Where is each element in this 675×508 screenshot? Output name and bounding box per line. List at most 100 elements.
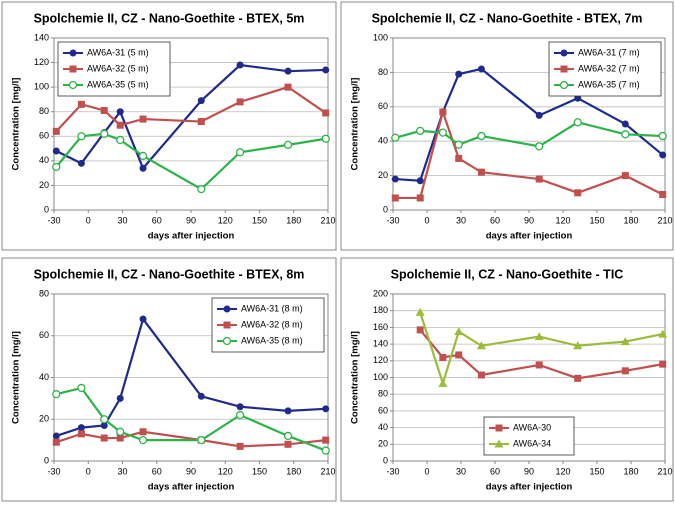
legend-label: AW6A-32 (8 m) <box>241 319 303 329</box>
marker <box>322 405 330 413</box>
marker <box>455 351 463 359</box>
marker <box>574 374 582 382</box>
marker <box>138 435 148 445</box>
marker <box>139 164 147 172</box>
x-axis-label: days after injection <box>148 482 235 493</box>
x-tick-label: 30 <box>456 215 466 225</box>
marker <box>236 403 244 411</box>
y-axis-label: Concentration [mg/l] <box>11 331 22 424</box>
marker <box>197 97 205 105</box>
x-tick-label: 120 <box>555 466 570 476</box>
y-tick-label: 0 <box>44 455 49 465</box>
x-tick-label: 60 <box>490 215 500 225</box>
marker <box>100 434 108 442</box>
marker <box>235 148 245 157</box>
y-tick-label: 40 <box>378 422 388 432</box>
marker <box>236 442 244 450</box>
marker <box>322 66 330 74</box>
legend-marker <box>222 336 232 346</box>
y-tick-label: 60 <box>378 405 388 415</box>
x-tick-label: 180 <box>286 466 301 476</box>
marker <box>321 446 330 455</box>
marker <box>574 94 582 102</box>
y-tick-label: 0 <box>44 204 49 214</box>
marker <box>197 118 205 126</box>
x-tick-label: 210 <box>657 215 672 225</box>
marker <box>535 111 543 119</box>
chart-title: Spolchemie II, CZ - Nano-Goethite - BTEX… <box>34 267 305 281</box>
y-tick-label: 60 <box>378 101 388 111</box>
x-tick-label: 210 <box>320 466 335 476</box>
marker <box>454 327 464 336</box>
legend-label: AW6A-32 (5 m) <box>87 63 149 73</box>
marker <box>391 133 400 142</box>
marker <box>236 61 244 69</box>
marker <box>77 100 85 108</box>
marker <box>139 115 147 123</box>
marker <box>236 98 244 106</box>
x-tick-label: 60 <box>152 215 162 225</box>
marker <box>391 194 399 202</box>
chart-title: Spolchemie II, CZ - Nano-Goethite - TIC <box>391 267 624 281</box>
y-tick-label: 20 <box>378 170 388 180</box>
chart-title: Spolchemie II, CZ - Nano-Goethite - BTEX… <box>34 11 305 25</box>
legend-label: AW6A-35 (5 m) <box>87 79 149 89</box>
marker <box>416 177 424 185</box>
marker <box>77 383 86 393</box>
x-tick-label: 150 <box>589 215 604 225</box>
marker <box>621 367 629 375</box>
x-tick-label: 180 <box>623 215 638 225</box>
marker <box>139 315 147 323</box>
marker <box>116 394 124 402</box>
marker <box>620 337 630 346</box>
marker <box>573 341 583 350</box>
marker <box>535 175 543 183</box>
marker <box>52 438 60 446</box>
marker <box>77 430 85 438</box>
marker <box>138 151 148 161</box>
marker <box>52 432 60 440</box>
y-axis-label: Concentration [mg/l] <box>11 78 22 171</box>
x-tick-label: 60 <box>490 466 500 476</box>
y-tick-label: 0 <box>383 455 388 465</box>
chart-title: Spolchemie II, CZ - Nano-Goethite - BTEX… <box>372 11 643 25</box>
marker <box>100 106 108 114</box>
x-tick-label: 210 <box>320 215 335 225</box>
marker <box>415 307 425 316</box>
x-tick-label: 150 <box>252 466 267 476</box>
y-tick-label: 80 <box>39 288 49 298</box>
marker <box>454 140 463 149</box>
y-tick-label: 200 <box>373 288 388 298</box>
x-tick-label: 90 <box>186 466 196 476</box>
legend-marker <box>223 321 231 329</box>
marker <box>438 128 448 137</box>
marker <box>535 142 544 151</box>
y-tick-label: 20 <box>39 180 49 190</box>
x-tick-label: 0 <box>424 466 429 476</box>
y-tick-label: 20 <box>39 414 49 424</box>
y-axis-label: Concentration [mg/l] <box>350 78 361 171</box>
x-axis-label: days after injection <box>148 231 235 242</box>
plot-frame <box>53 37 329 211</box>
marker <box>535 361 543 369</box>
marker <box>455 154 463 162</box>
y-tick-label: 120 <box>373 355 388 365</box>
y-tick-label: 60 <box>39 330 49 340</box>
marker <box>659 191 667 199</box>
marker <box>477 371 485 379</box>
marker <box>52 147 60 155</box>
y-tick-label: 140 <box>373 338 388 348</box>
x-tick-label: 150 <box>589 466 604 476</box>
x-tick-label: 90 <box>186 215 196 225</box>
marker <box>77 132 86 141</box>
legend-label: AW6A-31 (8 m) <box>241 303 303 313</box>
legend-label: AW6A-32 (7 m) <box>578 63 640 73</box>
marker <box>139 428 147 436</box>
y-tick-label: 180 <box>373 305 388 315</box>
y-tick-label: 80 <box>378 67 388 77</box>
y-tick-label: 100 <box>373 32 388 42</box>
legend-marker <box>560 49 568 57</box>
marker <box>116 135 125 145</box>
chart-panel: Spolchemie II, CZ - Nano-Goethite - BTEX… <box>340 1 674 251</box>
x-tick-label: -30 <box>47 215 60 225</box>
